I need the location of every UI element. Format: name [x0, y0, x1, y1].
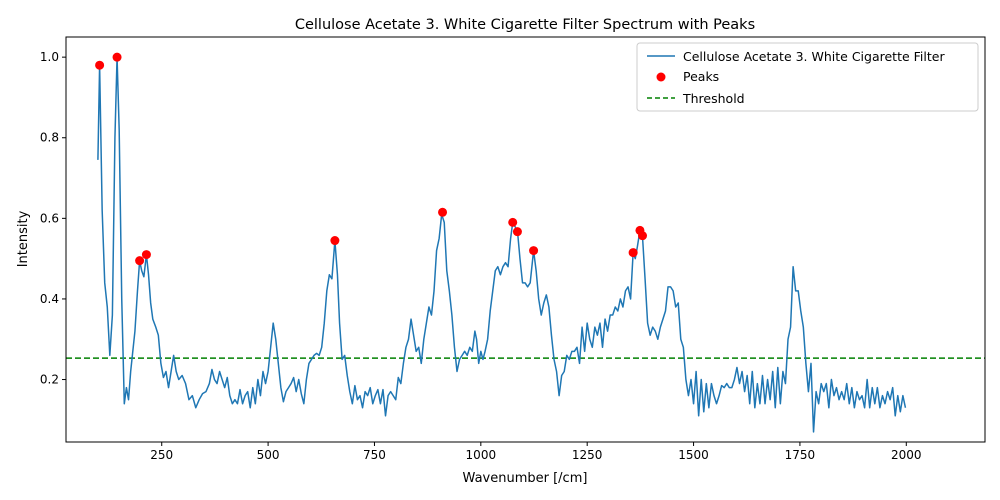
legend-peaks-label: Peaks: [683, 69, 719, 84]
spectrum-line: [97, 56, 907, 433]
chart-title: Cellulose Acetate 3. White Cigarette Fil…: [295, 17, 755, 33]
peak-marker: [330, 236, 340, 246]
peak-marker: [638, 231, 648, 241]
peak-marker: [508, 217, 518, 227]
y-axis-label: Intensity: [16, 210, 31, 267]
peak-marker: [529, 246, 539, 256]
x-tick-label: 1500: [678, 448, 709, 462]
x-tick-label: 1000: [466, 448, 497, 462]
legend-peak-swatch: [656, 72, 666, 82]
x-tick-label: 1250: [572, 448, 603, 462]
x-tick-label: 750: [363, 448, 386, 462]
legend-threshold-label: Threshold: [682, 91, 745, 106]
x-tick-label: 500: [257, 448, 280, 462]
x-tick-label: 250: [150, 448, 173, 462]
peak-marker: [141, 250, 151, 260]
peak-marker: [628, 248, 638, 258]
legend-series-label: Cellulose Acetate 3. White Cigarette Fil…: [683, 49, 945, 64]
legend-box: [636, 42, 979, 112]
x-tick-label: 1750: [785, 448, 816, 462]
x-tick-label: 2000: [891, 448, 922, 462]
y-axis: 0.2 0.4 0.6 0.8 1.0: [40, 50, 66, 387]
y-tick-label: 0.8: [40, 131, 59, 145]
peak-marker: [112, 52, 122, 62]
y-tick-label: 0.4: [40, 292, 59, 306]
legend: Cellulose Acetate 3. White Cigarette Fil…: [636, 42, 979, 112]
x-axis-label: Wavenumber [/cm]: [463, 471, 588, 486]
peak-marker: [135, 256, 145, 266]
peak-marker: [512, 227, 522, 237]
peak-marker: [95, 60, 105, 70]
x-axis: 250 500 750 1000 1250 1500 1750 2000: [150, 442, 922, 462]
plot-area: [65, 36, 986, 443]
peak-marker: [438, 207, 448, 217]
plot-frame: [65, 36, 986, 443]
y-tick-label: 1.0: [40, 50, 59, 64]
y-tick-label: 0.2: [40, 373, 59, 387]
y-tick-label: 0.6: [40, 211, 59, 225]
